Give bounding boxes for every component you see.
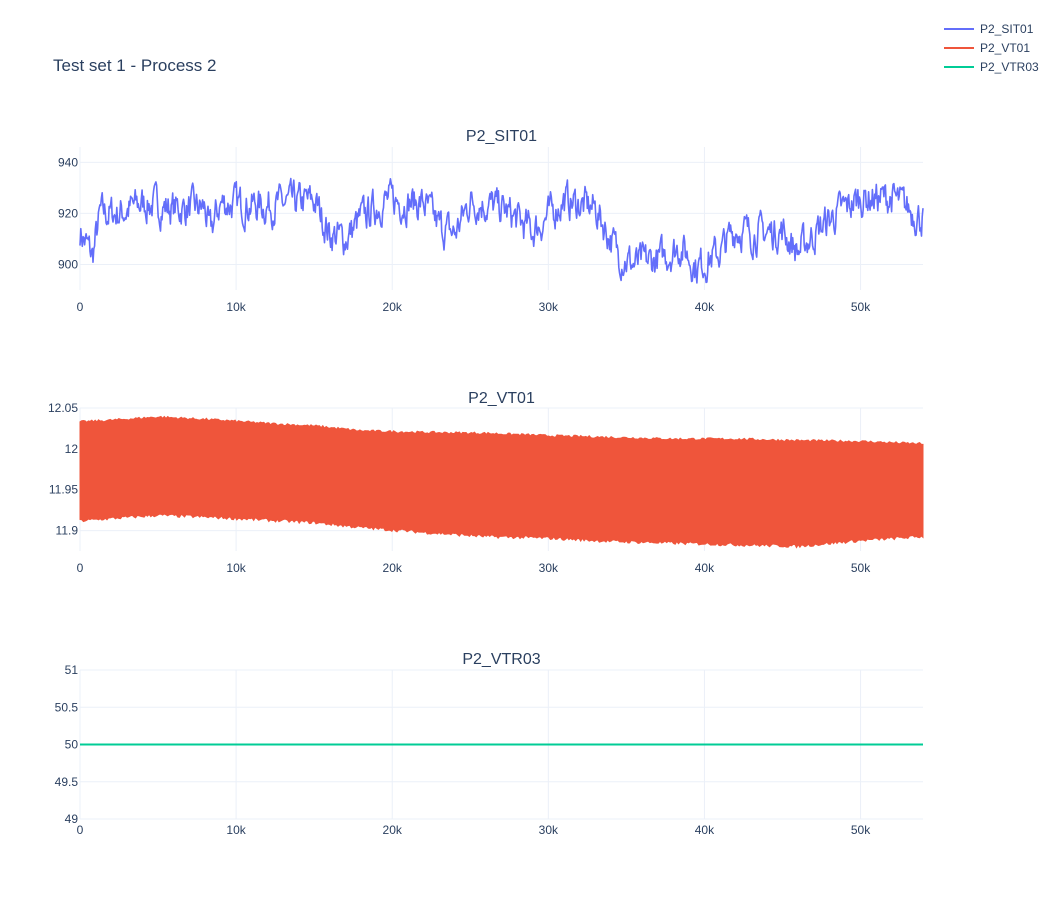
y-tick-label: 900	[58, 257, 78, 271]
x-tick-label: 50k	[851, 561, 871, 575]
legend[interactable]: P2_SIT01 P2_VT01 P2_VTR03	[944, 19, 1039, 76]
x-tick-label: 20k	[383, 823, 403, 837]
x-tick-label: 20k	[383, 561, 403, 575]
x-tick-label: 10k	[226, 823, 246, 837]
x-tick-label: 40k	[695, 300, 715, 314]
y-tick-label: 12.05	[48, 401, 78, 415]
x-tick-label: 40k	[695, 823, 715, 837]
x-tick-label: 40k	[695, 561, 715, 575]
series-line-p2-sit01	[79, 177, 924, 284]
y-tick-label: 49.5	[55, 775, 79, 789]
subplot-title: P2_VT01	[468, 390, 535, 407]
legend-item-p2-sit01[interactable]: P2_SIT01	[944, 19, 1039, 38]
x-tick-label: 10k	[226, 561, 246, 575]
x-tick-label: 0	[77, 823, 84, 837]
y-tick-label: 11.95	[49, 483, 78, 497]
legend-swatch-p2-sit01	[944, 27, 974, 30]
y-tick-label: 11.9	[56, 524, 79, 538]
x-tick-label: 20k	[383, 300, 403, 314]
x-tick-label: 50k	[851, 823, 871, 837]
y-tick-label: 50	[65, 738, 79, 752]
subplot-p2-vtr03: P2_VTR03 0 10k 20k 30k 40k 50k 49 49.5 50 50.5 51	[55, 651, 923, 837]
y-tick-label: 51	[65, 663, 79, 677]
x-tick-label: 50k	[851, 300, 871, 314]
x-tick-label: 0	[77, 561, 84, 575]
legend-swatch-p2-vt01	[944, 46, 974, 49]
y-tick-label: 920	[58, 206, 78, 220]
legend-swatch-p2-vtr03	[944, 65, 974, 68]
subplot-p2-sit01: P2_SIT01 0 10k 20k 30k 40k 50k 900 920 940	[58, 128, 924, 314]
y-tick-label: 50.5	[55, 700, 79, 714]
x-tick-label: 10k	[226, 300, 246, 314]
x-tick-label: 30k	[539, 823, 559, 837]
legend-item-p2-vt01[interactable]: P2_VT01	[944, 38, 1039, 57]
x-tick-label: 0	[77, 300, 84, 314]
subplot-p2-vt01: P2_VT01 0 10k 20k 30k 40k 50k 11.9 11.95 12 12.05	[48, 390, 924, 575]
y-tick-label: 12	[65, 442, 79, 456]
y-tick-label: 940	[58, 155, 78, 169]
chart-title: Test set 1 - Process 2	[53, 56, 217, 75]
x-tick-label: 30k	[539, 300, 559, 314]
y-tick-label: 49	[65, 812, 79, 826]
series-band-p2-vt01	[79, 415, 924, 549]
legend-item-p2-vtr03[interactable]: P2_VTR03	[944, 57, 1039, 76]
legend-label: P2_VTR03	[980, 59, 1039, 74]
legend-label: P2_SIT01	[980, 21, 1034, 36]
legend-label: P2_VT01	[980, 40, 1031, 55]
subplot-title: P2_VTR03	[462, 651, 540, 668]
subplot-title: P2_SIT01	[466, 128, 537, 145]
x-tick-label: 30k	[539, 561, 559, 575]
